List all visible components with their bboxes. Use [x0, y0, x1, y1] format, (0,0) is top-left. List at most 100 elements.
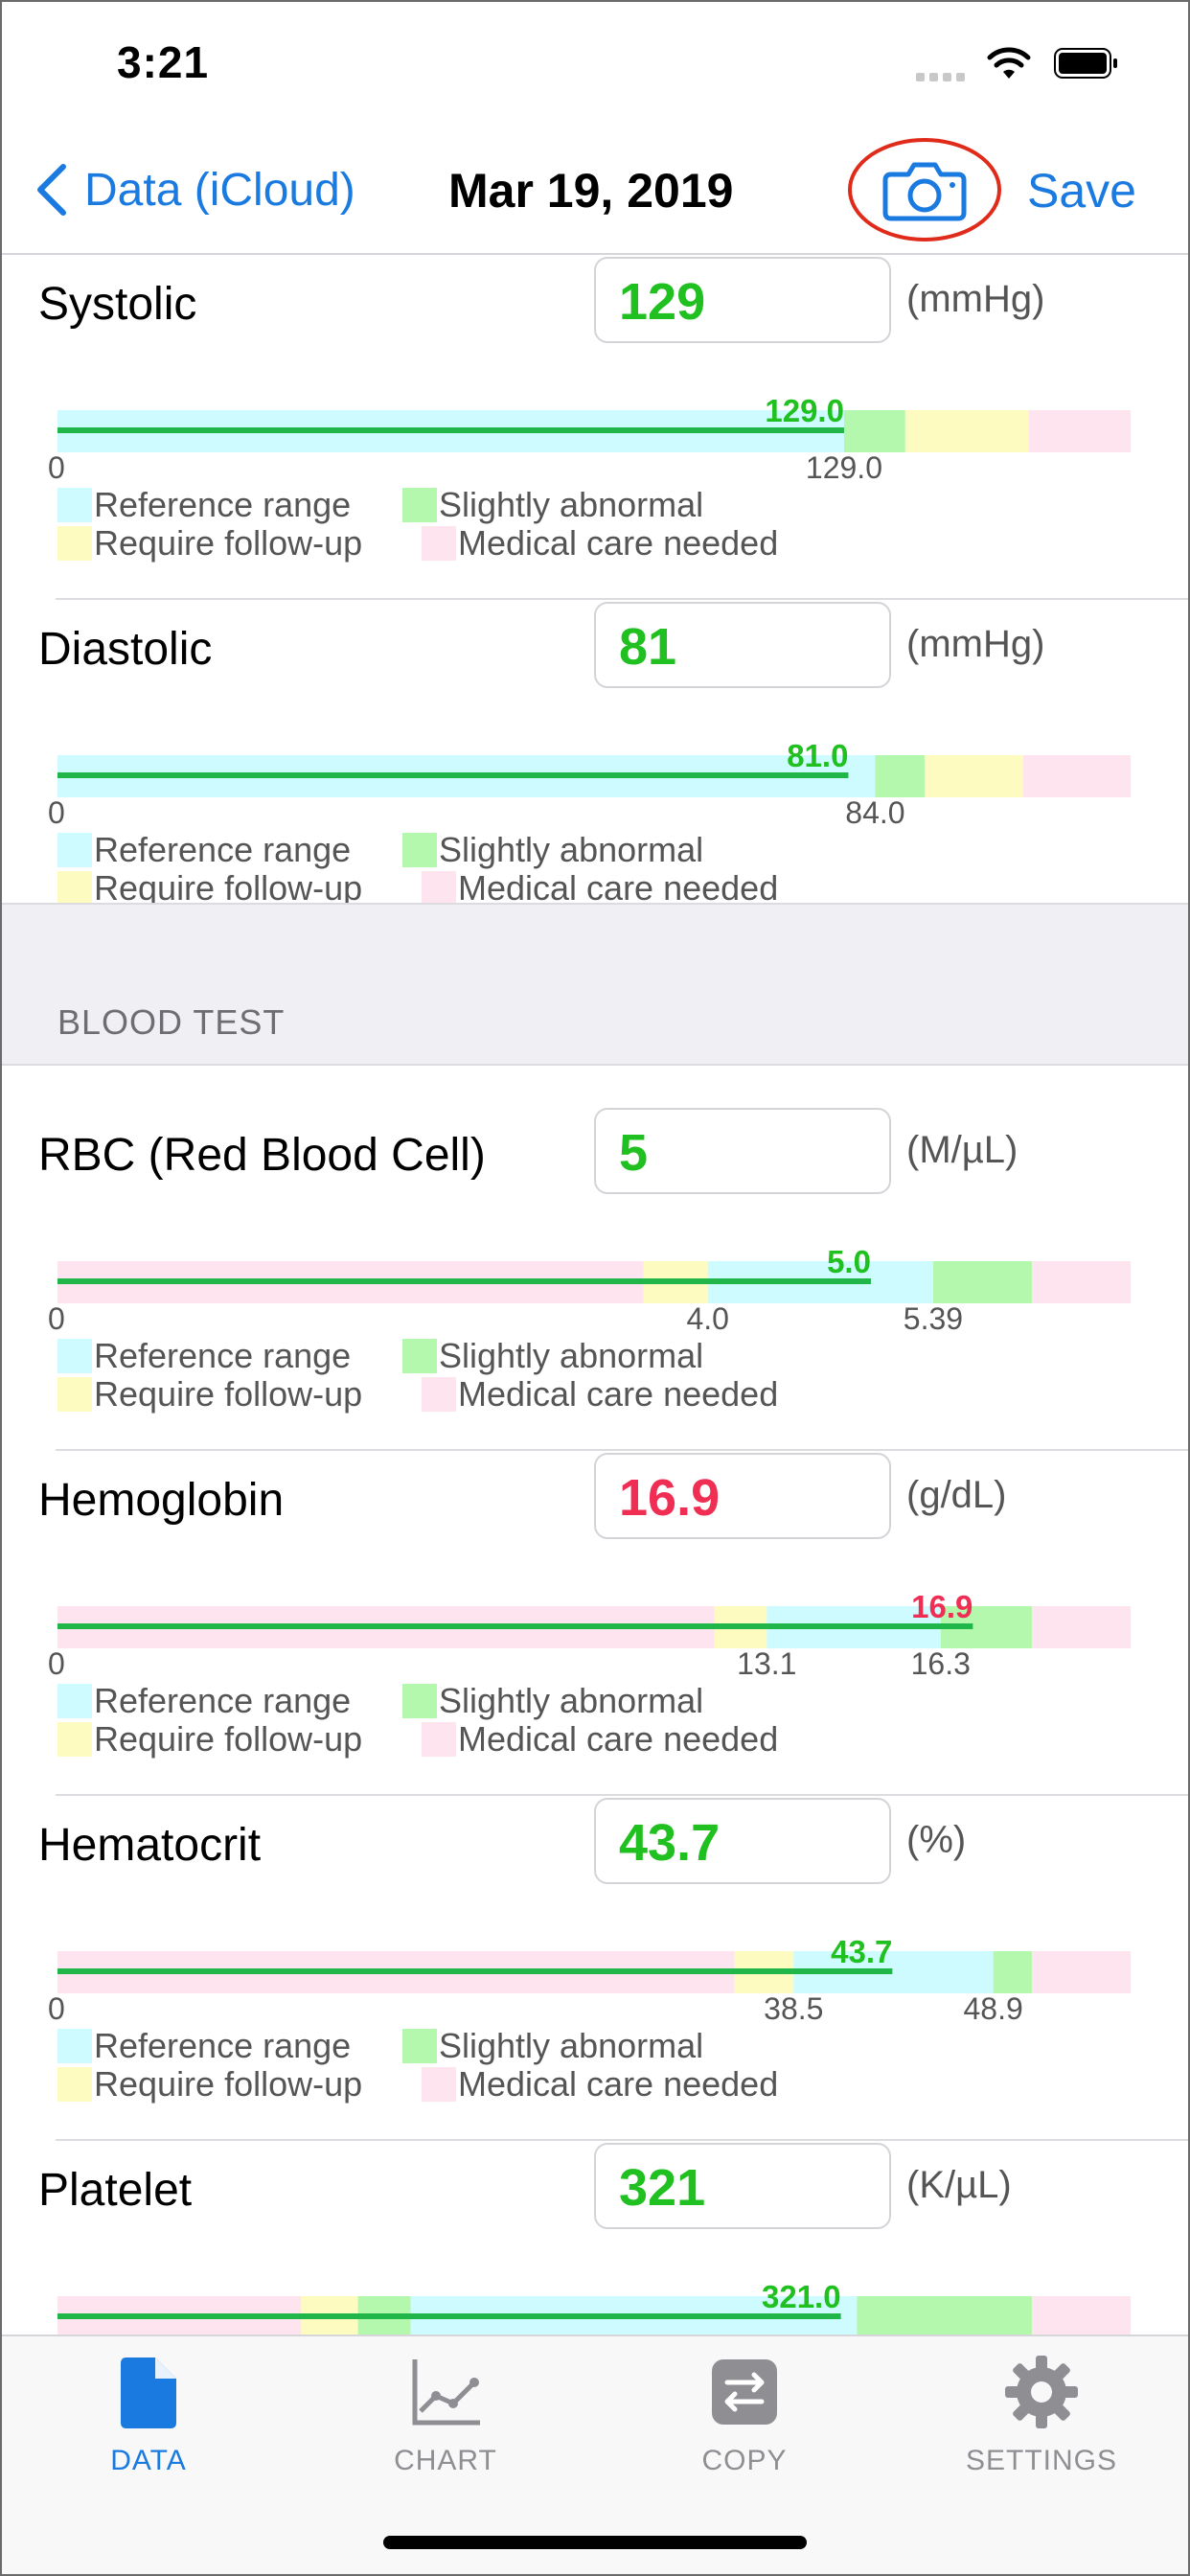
legend-label-slight: Slightly abnormal [439, 830, 704, 869]
metric-value[interactable]: 5 [619, 1124, 649, 1182]
row-separator [56, 1449, 1190, 1451]
gauge-band-slight [857, 2296, 1032, 2334]
gauge-tick-label: 5.39 [903, 1301, 964, 1336]
back-button[interactable]: Data (iCloud) [34, 163, 355, 217]
indicator-label: 129.0 [765, 393, 844, 428]
legend-swatch-reference [57, 2029, 92, 2063]
metric-name: Platelet [38, 2165, 193, 2216]
metric-value[interactable]: 321 [619, 2159, 706, 2217]
metric-value[interactable]: 16.9 [619, 1469, 721, 1527]
gauge-band-care [1028, 410, 1131, 452]
gauge-band-slight [875, 755, 925, 797]
legend-care: Medical care needed [422, 1374, 778, 1414]
gauge-band-slight [993, 1951, 1032, 1993]
legend-label-followup: Require follow-up [94, 1719, 363, 1759]
indicator-label: 81.0 [787, 738, 848, 773]
gauge-tick-label: 0 [48, 1991, 65, 2026]
legend-label-reference: Reference range [94, 1336, 352, 1375]
value-indicator-line [57, 427, 844, 433]
gauge-band-care [1031, 1261, 1131, 1303]
gauge-band-care [1023, 755, 1131, 797]
indicator-label: 16.9 [911, 1589, 973, 1624]
indicator-label: 321.0 [762, 2279, 841, 2314]
tab-bar: DATA CHART COPY [0, 2334, 1190, 2576]
status-bar: 3:21 [0, 0, 1190, 134]
tab-copy[interactable]: COPY [625, 2354, 864, 2477]
legend-care: Medical care needed [422, 523, 778, 564]
legend-label-slight: Slightly abnormal [439, 2026, 704, 2065]
metric-value[interactable]: 43.7 [619, 1814, 721, 1872]
metric-name: Systolic [38, 279, 197, 330]
gauge-tick-label: 0 [48, 1301, 65, 1336]
metric-unit: (g/dL) [906, 1474, 1007, 1516]
metric-value-field[interactable]: 81 [594, 602, 891, 688]
gauge-tick-label: 13.1 [737, 1646, 797, 1681]
legend-label-followup: Require follow-up [94, 1374, 363, 1414]
home-indicator [383, 2536, 807, 2549]
indicator-label: 5.0 [827, 1244, 871, 1279]
gauge-tick-label: 38.5 [764, 1991, 824, 2026]
copy-icon [712, 2359, 777, 2425]
legend-swatch-followup [57, 2067, 92, 2102]
legend-reference: Reference range [57, 830, 351, 870]
metric-value[interactable]: 81 [619, 618, 677, 676]
legend-slight: Slightly abnormal [402, 830, 703, 870]
legend-swatch-slight [402, 833, 437, 867]
legend-slight: Slightly abnormal [402, 1336, 703, 1376]
chevron-left-icon [37, 164, 66, 216]
metric-unit: (%) [906, 1819, 967, 1861]
legend-reference: Reference range [57, 1681, 351, 1721]
metric-value-field[interactable]: 129 [594, 257, 891, 343]
metric-value[interactable]: 129 [619, 273, 706, 331]
wifi-icon [987, 47, 1031, 79]
metric-row: Hemoglobin 16.9 (g/dL) 16.9 0 13.1 16.3 Referen… [0, 1451, 1190, 1796]
range-gauge: 43.7 [57, 1934, 1131, 1993]
gauge-tick-label: 0 [48, 1646, 65, 1681]
gauge-tick-label: 48.9 [963, 1991, 1023, 2026]
metric-value-field[interactable]: 5 [594, 1108, 891, 1194]
value-indicator-line [57, 1968, 893, 1974]
legend-swatch-followup [57, 1377, 92, 1412]
metric-row: Systolic 129 (mmHg) 129.0 0 129.0 Reference ra… [0, 255, 1190, 600]
metric-value-field[interactable]: 16.9 [594, 1453, 891, 1539]
metric-value-field[interactable]: 321 [594, 2143, 891, 2229]
legend-reference: Reference range [57, 485, 351, 525]
legend-slight: Slightly abnormal [402, 2026, 703, 2066]
document-icon [121, 2358, 176, 2428]
value-indicator-line [57, 1278, 871, 1284]
status-time: 3:21 [117, 37, 210, 87]
tab-copy-label: COPY [701, 2445, 788, 2476]
legend-followup: Require follow-up [57, 1719, 362, 1760]
tab-chart[interactable]: CHART [326, 2354, 565, 2477]
value-indicator-line [57, 1623, 973, 1629]
gauge-band-care [1031, 1951, 1131, 1993]
gauge-band-care [1031, 1606, 1131, 1648]
gauge-tick-label: 0 [48, 795, 65, 830]
save-button[interactable]: Save [1027, 164, 1136, 218]
tab-data[interactable]: DATA [29, 2354, 268, 2477]
legend-swatch-reference [57, 833, 92, 867]
metric-row: Hematocrit 43.7 (%) 43.7 0 38.5 48.9 Reference … [0, 1796, 1190, 2141]
legend-label-followup: Require follow-up [94, 2064, 363, 2104]
metric-name: Hemoglobin [38, 1475, 285, 1526]
section-header-blood-test: BLOOD TEST [0, 903, 1190, 1066]
legend-swatch-reference [57, 1684, 92, 1718]
metric-value-field[interactable]: 43.7 [594, 1798, 891, 1884]
range-gauge: 129.0 [57, 393, 1131, 452]
navigation-bar: Data (iCloud) Mar 19, 2019 Save [0, 134, 1190, 255]
legend-label-care: Medical care needed [458, 1374, 779, 1414]
gear-icon [1005, 2356, 1078, 2428]
camera-button[interactable] [847, 136, 1002, 243]
range-gauge: 5.0 [57, 1244, 1131, 1303]
legend-swatch-reference [57, 1339, 92, 1373]
tab-settings[interactable]: SETTINGS [922, 2354, 1161, 2477]
camera-icon [882, 162, 967, 221]
metric-unit: (mmHg) [906, 278, 1045, 320]
gauge-band-slight [843, 410, 905, 452]
legend-slight: Slightly abnormal [402, 485, 703, 525]
metrics-list[interactable]: Systolic 129 (mmHg) 129.0 0 129.0 Reference ra… [0, 255, 1190, 2334]
value-indicator-line [57, 772, 849, 778]
legend-swatch-followup [57, 871, 92, 906]
row-separator [56, 598, 1190, 600]
legend-swatch-care [422, 1722, 456, 1757]
